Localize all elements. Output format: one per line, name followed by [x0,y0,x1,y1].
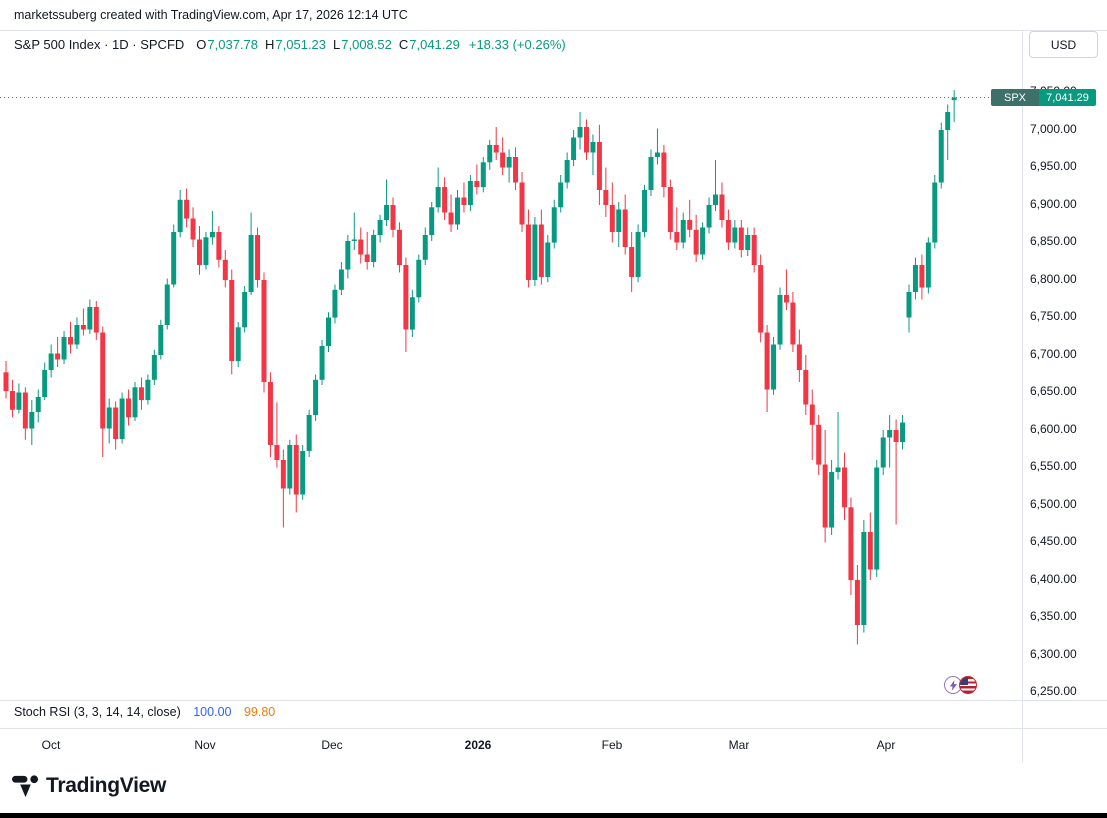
candlestick-chart[interactable] [0,0,1022,770]
time-axis-label: Feb [601,738,623,752]
price-tick-label: 6,950.00 [1030,159,1077,173]
price-tick-label: 6,250.00 [1030,684,1077,698]
change-value: +18.33 (+0.26%) [468,37,566,52]
price-tick-label: 6,800.00 [1030,271,1077,286]
price-tick-label: 6,500.00 [1030,496,1077,511]
symbol-title: S&P 500 Index · 1D · SPCFD [14,37,185,52]
tradingview-footer-logo[interactable]: TradingView [12,772,166,799]
price-tick-label: 6,850.00 [1030,234,1077,248]
stoch-rsi-d-value: 99.80 [243,705,276,719]
us-flag-icon[interactable] [959,676,977,694]
price-tick-label: 6,450.00 [1030,534,1077,548]
lightning-bolt-icon [949,679,957,691]
time-axis-label: Nov [194,738,216,752]
ohlc-c: C7,041.29 [398,37,460,52]
ohlc-values: O7,037.78 H7,051.23 L7,008.52 C7,041.29 [196,37,467,52]
price-tick-label: 6,750.00 [1030,309,1077,323]
price-tick-label: 6,650.00 [1030,384,1077,398]
price-tick-label: 6,400.00 [1030,571,1077,586]
currency-button[interactable]: USD [1029,31,1098,58]
symbol-badge: SPX [991,89,1039,107]
us-flag-canton [960,677,968,685]
ohlc-h: H7,051.23 [265,37,327,52]
last-price-badges: SPX 7,041.29 [991,89,1096,107]
time-axis-divider [0,728,1107,729]
stoch-rsi-label: Stoch RSI (3, 3, 14, 14, close) [14,705,181,719]
price-tick-label: 6,300.00 [1030,646,1077,661]
price-tick-label: 6,900.00 [1030,196,1077,211]
time-axis[interactable]: Oct Nov Dec 2026 Feb Mar Apr [0,728,1022,762]
chart-legend: S&P 500 Index · 1D · SPCFD O7,037.78 H7,05… [14,37,566,52]
price-axis-divider [1022,30,1023,762]
event-marker-icons[interactable] [944,676,977,694]
attribution-bar: marketssuberg created with TradingView.c… [0,0,1107,30]
stoch-rsi-k-value: 100.00 [193,705,232,719]
price-tick-label: 6,350.00 [1030,609,1077,623]
time-axis-label: Mar [728,738,750,752]
brand-name: TradingView [46,773,167,797]
time-axis-label: Oct [41,738,61,752]
ohlc-l: L7,008.52 [333,37,392,52]
price-tick-label: 6,550.00 [1030,459,1077,473]
time-axis-label: 2026 [464,738,492,752]
attribution-text: marketssuberg created with TradingView.c… [14,8,408,22]
bottom-black-bar [0,813,1107,818]
last-price-badge: 7,041.29 [1039,89,1096,107]
tradingview-logo-icon [12,775,39,798]
price-tick-label: 7,000.00 [1030,121,1077,136]
time-axis-label: Apr [876,738,896,752]
ohlc-o: O7,037.78 [196,37,259,52]
price-tick-label: 6,700.00 [1030,346,1077,361]
time-axis-label: Dec [321,738,343,752]
price-tick-label: 6,600.00 [1030,421,1077,436]
pane-divider [0,700,1107,701]
stoch-rsi-legend: Stoch RSI (3, 3, 14, 14, close) 100.00 9… [14,705,275,719]
price-axis[interactable]: 7,050.007,000.006,950.006,900.006,850.00… [1030,0,1107,762]
chart-top-divider [0,30,1107,31]
